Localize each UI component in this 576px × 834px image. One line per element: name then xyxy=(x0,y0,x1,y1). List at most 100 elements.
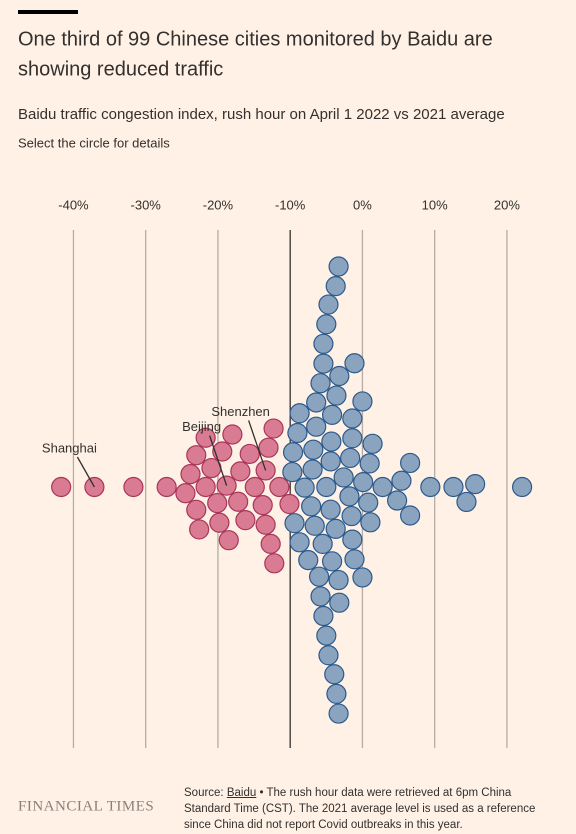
city-circle[interactable] xyxy=(282,461,303,483)
city-circle[interactable] xyxy=(511,476,533,498)
city-circle[interactable] xyxy=(195,476,216,498)
city-circle[interactable] xyxy=(333,467,354,488)
city-circle[interactable] xyxy=(318,645,339,666)
city-circle[interactable] xyxy=(341,505,362,527)
city-circle[interactable] xyxy=(344,549,365,570)
city-circle[interactable] xyxy=(325,518,346,539)
city-circle[interactable] xyxy=(189,519,210,540)
city-circle[interactable] xyxy=(321,551,343,572)
city-circle[interactable] xyxy=(329,592,350,613)
city-circle[interactable] xyxy=(328,703,349,724)
city-circle[interactable] xyxy=(195,427,216,448)
city-circle[interactable] xyxy=(304,515,325,536)
city-circle[interactable] xyxy=(318,294,339,315)
city-circle[interactable] xyxy=(339,486,360,507)
city-circle[interactable] xyxy=(391,470,412,491)
city-circle[interactable] xyxy=(303,439,324,460)
city-circle[interactable] xyxy=(320,451,341,472)
city-circle[interactable] xyxy=(284,513,305,534)
city-circle[interactable] xyxy=(344,353,365,374)
city-circle[interactable] xyxy=(287,422,308,444)
city-circle[interactable] xyxy=(260,533,281,554)
city-circle[interactable] xyxy=(316,625,337,646)
city-circle[interactable] xyxy=(400,505,421,526)
city-circle[interactable] xyxy=(302,459,323,480)
city-circle[interactable] xyxy=(342,529,363,550)
city-circle[interactable] xyxy=(443,476,464,498)
note: • The rush hour data were retrieved at 6… xyxy=(184,787,536,831)
source-link[interactable]: Baidu xyxy=(226,787,257,799)
city-circle[interactable] xyxy=(362,433,383,454)
city-circle[interactable] xyxy=(328,256,349,277)
city-circle[interactable] xyxy=(308,566,330,587)
city-circle[interactable] xyxy=(316,314,337,335)
city-circle[interactable] xyxy=(282,442,304,463)
city-circle[interactable] xyxy=(301,496,322,517)
city-circle[interactable] xyxy=(400,452,421,474)
city-circle[interactable] xyxy=(312,533,333,555)
city-circle[interactable] xyxy=(306,416,327,437)
logo: FINANCIAL TIMES xyxy=(18,798,154,814)
city-circle[interactable] xyxy=(359,453,380,474)
city-circle[interactable] xyxy=(372,476,393,498)
city-circle[interactable] xyxy=(329,365,350,387)
city-circle[interactable] xyxy=(328,569,349,591)
city-circle[interactable] xyxy=(212,441,233,462)
city-circle[interactable] xyxy=(239,443,260,465)
city-circle[interactable] xyxy=(252,495,273,516)
city-circle[interactable] xyxy=(218,530,239,551)
city-circle[interactable] xyxy=(209,512,230,533)
city-circle[interactable] xyxy=(222,424,243,445)
city-circle[interactable] xyxy=(326,385,347,406)
city-circle[interactable] xyxy=(269,476,290,498)
city-circle[interactable] xyxy=(235,510,256,531)
city-circle[interactable] xyxy=(230,461,251,482)
city-circle[interactable] xyxy=(321,431,342,452)
city-circle[interactable] xyxy=(313,605,334,627)
city-circle[interactable] xyxy=(279,493,300,515)
city-circle[interactable] xyxy=(340,447,361,469)
city-circle[interactable] xyxy=(258,437,279,458)
city-circle[interactable] xyxy=(313,333,334,354)
chart-title: showing reduced traffic xyxy=(18,58,223,80)
city-circle[interactable] xyxy=(316,476,337,498)
city-circle[interactable] xyxy=(310,586,331,607)
city-circle[interactable] xyxy=(306,392,327,413)
city-circle[interactable] xyxy=(186,445,207,466)
city-circle[interactable] xyxy=(180,464,201,485)
x-tick-label: -10% xyxy=(275,197,306,212)
city-circle[interactable] xyxy=(255,514,276,535)
city-circle[interactable] xyxy=(263,418,284,439)
city-circle[interactable] xyxy=(207,492,228,514)
city-circle[interactable] xyxy=(244,476,265,498)
city-circle[interactable] xyxy=(324,664,345,685)
city-circle[interactable] xyxy=(321,404,343,425)
city-circle[interactable] xyxy=(264,553,285,574)
city-circle[interactable] xyxy=(186,499,207,520)
city-circle[interactable] xyxy=(289,403,310,424)
city-circle[interactable] xyxy=(465,474,486,495)
city-circle[interactable] xyxy=(456,491,477,513)
city-circle[interactable] xyxy=(358,492,379,513)
city-circle[interactable] xyxy=(289,532,310,553)
city-circle[interactable] xyxy=(294,477,315,498)
city-circle[interactable] xyxy=(228,491,249,512)
city-circle[interactable] xyxy=(175,483,196,504)
city-circle[interactable] xyxy=(313,353,334,374)
city-circle[interactable] xyxy=(51,476,72,498)
city-circle[interactable] xyxy=(123,476,144,498)
city-circle[interactable] xyxy=(342,428,363,449)
city-circle[interactable] xyxy=(298,550,319,571)
city-circle[interactable] xyxy=(320,499,341,520)
city-circle[interactable] xyxy=(353,472,374,493)
city-circle[interactable] xyxy=(387,490,408,511)
city-circle[interactable] xyxy=(156,476,177,498)
city-circle[interactable] xyxy=(352,567,373,588)
city-circle[interactable] xyxy=(360,512,381,533)
city-circle[interactable] xyxy=(420,476,441,498)
city-circle[interactable] xyxy=(352,391,373,412)
city-circle[interactable] xyxy=(342,408,363,429)
city-circle[interactable] xyxy=(310,373,331,394)
city-circle[interactable] xyxy=(326,683,347,705)
city-circle[interactable] xyxy=(325,276,346,297)
